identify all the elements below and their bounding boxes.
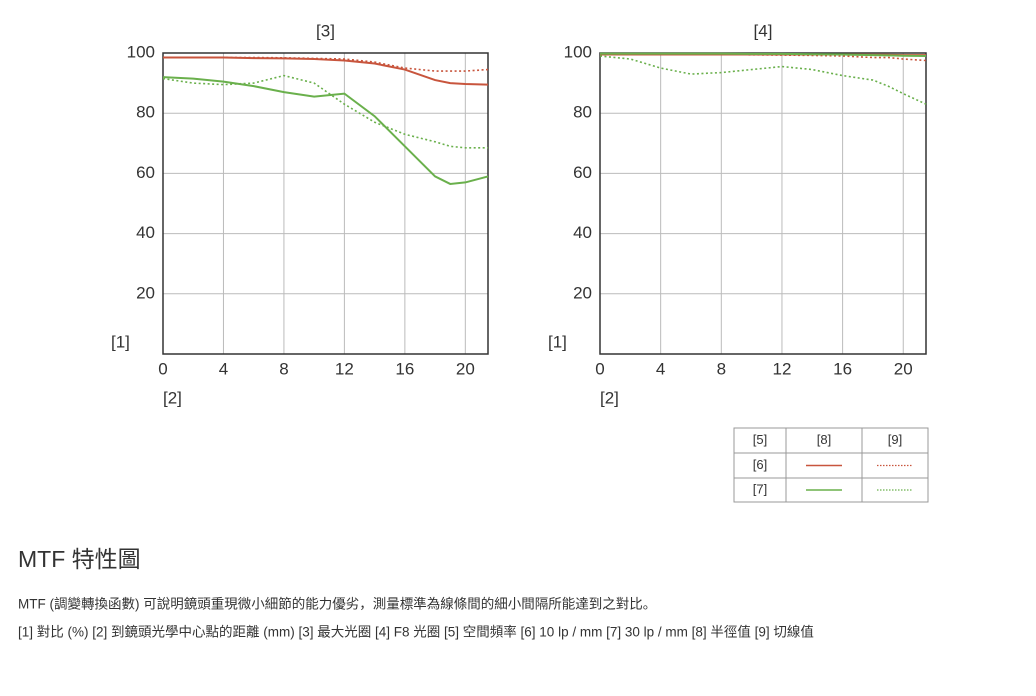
y-tick-label: 100 (127, 42, 155, 61)
x-tick-label: 8 (717, 359, 726, 378)
x-tick-label: 12 (772, 359, 791, 378)
heading: MTF 特性圖 (18, 546, 141, 572)
x-tick-label: 16 (395, 359, 414, 378)
plot-frame (599, 52, 927, 355)
mtf-line (162, 76, 489, 185)
y-tick-label: 80 (136, 103, 155, 122)
legend-header: [9] (888, 432, 902, 447)
description-line: MTF (調變轉換函數) 可說明鏡頭重現微小細節的能力優劣，測量標準為線條間的細… (18, 596, 656, 612)
chart-title: [4] (754, 21, 773, 40)
x-tick-label: 12 (335, 359, 354, 378)
mtf-line (162, 74, 488, 149)
y-tick-label: 40 (136, 223, 155, 242)
y-tick-label: 20 (136, 283, 155, 302)
legend-header: [5] (753, 432, 767, 447)
y-tick-label: 40 (573, 223, 592, 242)
x-tick-label: 20 (894, 359, 913, 378)
mtf-line (599, 55, 927, 105)
y-tick-label: 60 (573, 163, 592, 182)
mtf-line (600, 52, 927, 58)
legend-row-label: [6] (753, 457, 767, 472)
y-axis-label: [1] (548, 332, 567, 351)
x-axis-label: [2] (600, 388, 619, 407)
x-tick-label: 8 (279, 359, 288, 378)
x-tick-label: 0 (595, 359, 604, 378)
x-tick-label: 4 (656, 359, 665, 378)
legend-row-label: [7] (753, 481, 767, 496)
y-axis-label: [1] (111, 332, 130, 351)
y-tick-label: 80 (573, 103, 592, 122)
x-tick-label: 4 (219, 359, 228, 378)
mtf-line (600, 53, 927, 62)
chart-title: [3] (316, 21, 335, 40)
x-tick-label: 16 (833, 359, 852, 378)
x-axis-label: [2] (163, 388, 182, 407)
legend-header: [8] (817, 432, 831, 447)
legend-table (733, 427, 929, 503)
y-tick-label: 20 (573, 283, 592, 302)
y-tick-label: 60 (136, 163, 155, 182)
mtf-line (163, 56, 489, 72)
description-line: [1] 對比 (%) [2] 到鏡頭光學中心點的距離 (mm) [3] 最大光圈… (18, 624, 814, 640)
plot-frame (162, 52, 489, 355)
y-tick-label: 100 (564, 42, 592, 61)
x-tick-label: 0 (158, 359, 167, 378)
x-tick-label: 20 (456, 359, 475, 378)
